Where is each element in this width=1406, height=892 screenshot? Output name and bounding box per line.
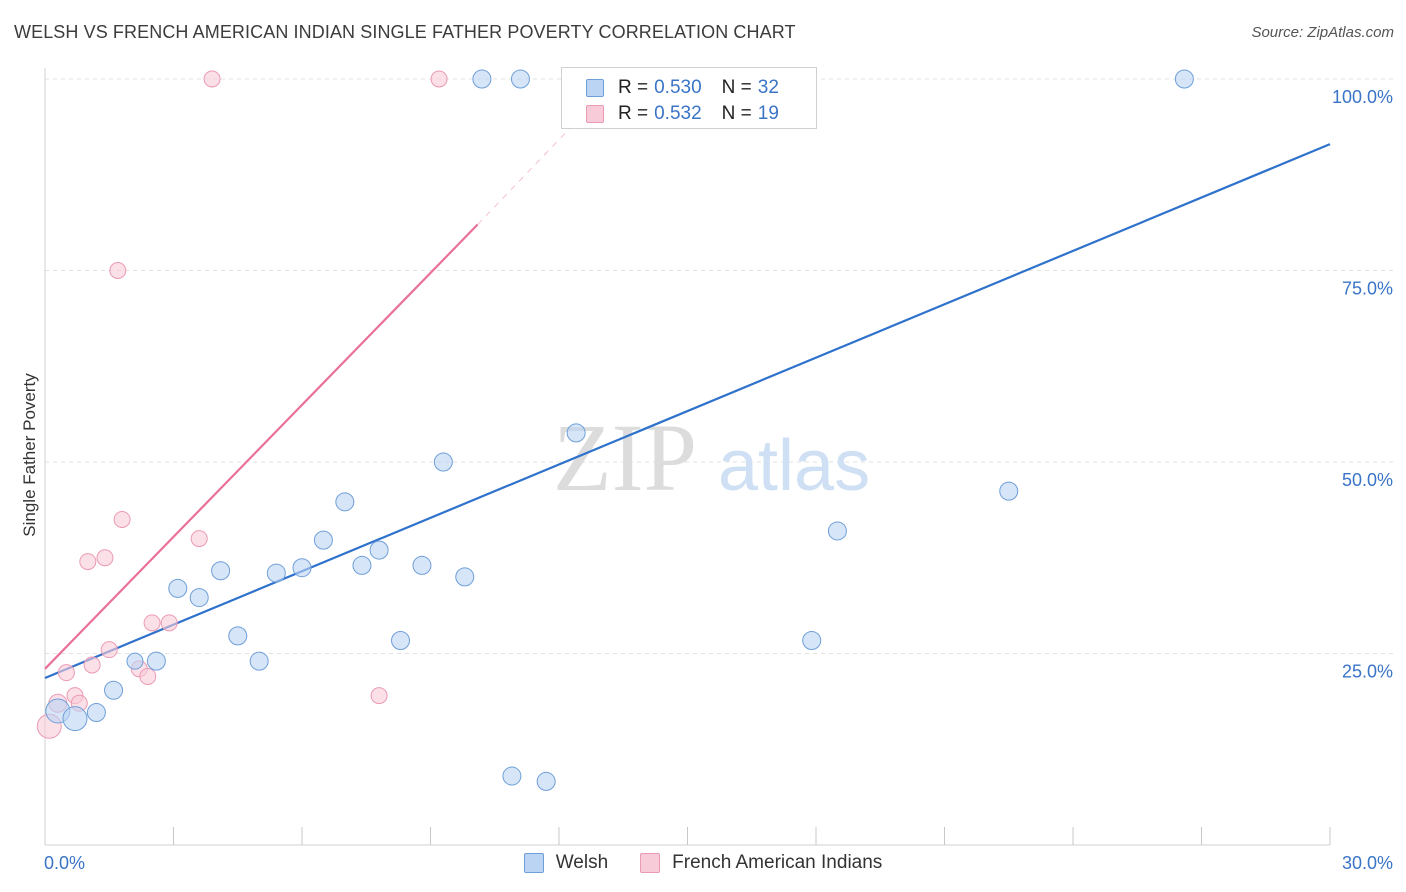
welsh-point-31[interactable]	[1174, 69, 1194, 89]
legend-item-welsh[interactable]: Welsh	[523, 852, 609, 874]
welsh-point-29[interactable]	[827, 521, 847, 541]
french-r-label: R =	[618, 103, 649, 124]
welsh-point-24[interactable]	[536, 771, 556, 791]
y-tick-label-100: 100.0%	[1332, 87, 1393, 107]
source-credit: Source: ZipAtlas.com	[1251, 24, 1394, 41]
welsh-r-label: R =	[618, 77, 649, 98]
welsh-point-30[interactable]	[999, 481, 1019, 501]
french-point-10[interactable]	[113, 510, 131, 528]
welsh-point-23[interactable]	[510, 69, 530, 89]
welsh-point-13[interactable]	[313, 530, 333, 550]
welsh-point-15[interactable]	[352, 555, 372, 575]
welsh-legend-swatch	[523, 853, 544, 873]
welsh-point-5[interactable]	[146, 651, 166, 671]
series-legend: Welsh French American Indians	[0, 852, 1406, 874]
french-point-12[interactable]	[139, 667, 157, 685]
welsh-point-22[interactable]	[502, 766, 522, 786]
legend-row-french: R = 0.532 N = 19	[586, 101, 799, 127]
legend-item-french[interactable]: French American Indians	[640, 852, 882, 874]
french-point-17[interactable]	[370, 687, 388, 705]
y-tick-label-50: 50.0%	[1342, 470, 1393, 490]
french-swatch	[586, 105, 604, 123]
welsh-point-12[interactable]	[292, 558, 312, 578]
french-trendline	[44, 223, 479, 670]
welsh-r-value: 0.530	[654, 77, 702, 98]
y-tick-label-75: 75.0%	[1342, 279, 1393, 299]
welsh-point-9[interactable]	[228, 626, 248, 646]
welsh-legend-label: Welsh	[555, 852, 609, 873]
watermark: ZIP atlas	[553, 404, 870, 511]
stats-legend: R = 0.530 N = 32 R = 0.532 N = 19	[561, 67, 817, 129]
chart-title: WELSH VS FRENCH AMERICAN INDIAN SINGLE F…	[14, 22, 796, 42]
french-point-18[interactable]	[430, 70, 448, 88]
welsh-swatch	[586, 79, 604, 97]
french-point-13[interactable]	[143, 614, 161, 632]
welsh-point-25[interactable]	[566, 423, 586, 443]
french-point-7[interactable]	[96, 549, 114, 567]
french-point-5[interactable]	[79, 553, 97, 571]
welsh-n-label: N =	[721, 77, 752, 98]
french-n-label: N =	[721, 103, 752, 124]
welsh-n-value: 32	[757, 77, 779, 98]
grid-layer	[45, 78, 1393, 654]
welsh-point-1[interactable]	[62, 706, 88, 732]
point-layer	[36, 69, 1194, 791]
welsh-point-8[interactable]	[211, 561, 231, 581]
welsh-point-11[interactable]	[266, 563, 286, 583]
french-legend-label: French American Indians	[672, 852, 883, 873]
french-point-9[interactable]	[109, 262, 127, 279]
french-point-15[interactable]	[190, 530, 208, 548]
x-tick-max: 30.0%	[1342, 853, 1393, 873]
welsh-point-16[interactable]	[369, 540, 389, 560]
welsh-point-17[interactable]	[391, 630, 411, 650]
welsh-point-3[interactable]	[104, 680, 124, 700]
french-r-value: 0.532	[654, 103, 702, 124]
welsh-point-14[interactable]	[335, 492, 355, 512]
welsh-point-10[interactable]	[249, 651, 269, 671]
french-point-14[interactable]	[160, 614, 178, 632]
french-point-6[interactable]	[83, 656, 101, 674]
welsh-point-28[interactable]	[802, 630, 822, 650]
welsh-point-4[interactable]	[126, 652, 144, 670]
french-point-8[interactable]	[100, 641, 118, 659]
y-axis-label: Single Father Poverty	[20, 373, 39, 537]
y-tick-label-25: 25.0%	[1342, 662, 1393, 682]
welsh-trendline	[44, 143, 1331, 680]
legend-row-welsh: R = 0.530 N = 32	[586, 75, 799, 101]
french-point-16[interactable]	[203, 70, 221, 88]
french-point-2[interactable]	[57, 664, 75, 682]
french-n-value: 19	[757, 103, 779, 124]
welsh-point-19[interactable]	[433, 452, 453, 472]
french-legend-swatch	[640, 853, 661, 873]
x-tick-min: 0.0%	[44, 853, 85, 873]
welsh-point-7[interactable]	[189, 588, 209, 608]
welsh-point-2[interactable]	[86, 702, 106, 722]
axis-layer: 25.0% 50.0% 75.0% 100.0%	[44, 68, 1393, 846]
welsh-point-21[interactable]	[472, 69, 492, 89]
welsh-point-20[interactable]	[455, 567, 475, 587]
watermark-atlas: atlas	[718, 426, 870, 506]
trendline-layer	[44, 116, 1331, 680]
welsh-point-18[interactable]	[412, 555, 432, 575]
welsh-point-6[interactable]	[168, 578, 188, 598]
french-trendline-extension	[477, 116, 581, 225]
